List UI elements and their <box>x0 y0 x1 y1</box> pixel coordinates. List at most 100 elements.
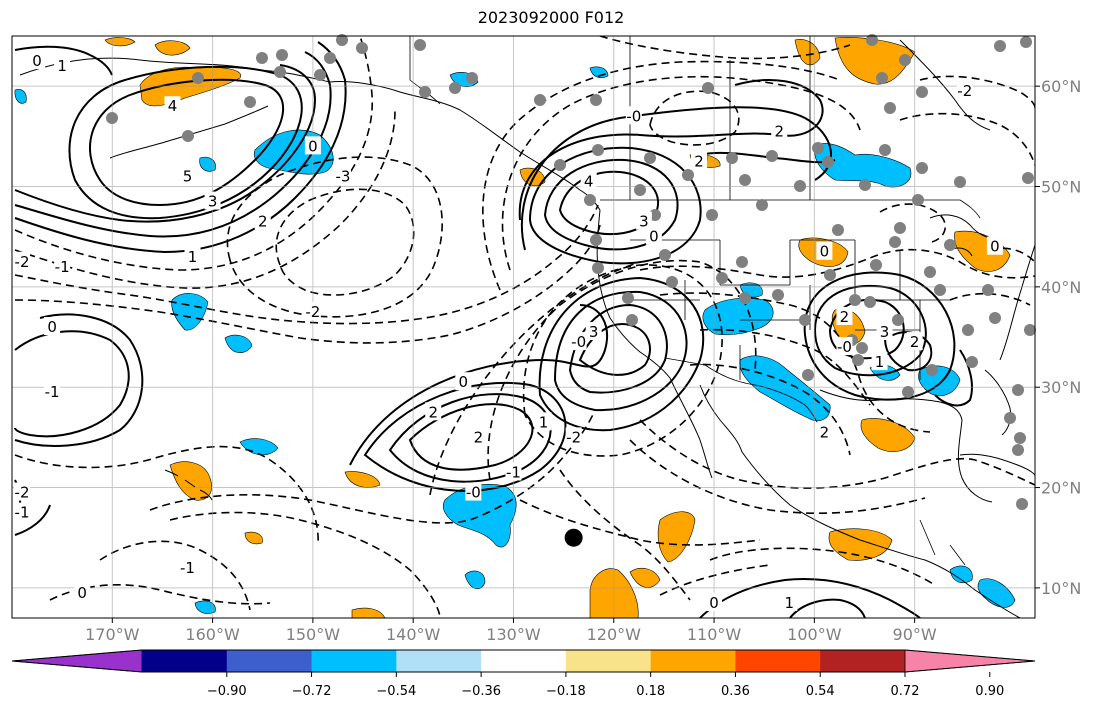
contour-label-background <box>44 382 61 401</box>
contour-label-background <box>645 226 662 245</box>
longitude-tick-label: 170°W <box>85 625 140 644</box>
contour-line <box>659 564 771 596</box>
station-dot <box>916 162 928 174</box>
contour-label: -1 <box>55 258 70 276</box>
contour-label-background <box>304 136 321 155</box>
contour-label: 0 <box>47 318 57 336</box>
negative-area <box>194 600 216 614</box>
longitude-tick-label: 120°W <box>587 625 642 644</box>
contour-line <box>518 79 824 221</box>
contour-label: -0 <box>837 338 852 356</box>
longitude-tick-label: 100°W <box>787 625 842 644</box>
contour-line <box>879 203 947 243</box>
contour-line <box>14 109 396 289</box>
station-dot <box>726 152 738 164</box>
colorbar-tick-label: −0.18 <box>546 684 586 699</box>
contour-label: -0 <box>571 333 586 351</box>
contour-line <box>538 276 705 432</box>
contour-label: 3 <box>208 193 218 211</box>
colorbar-segment <box>142 650 228 672</box>
station-dot <box>244 96 256 108</box>
contour-label-background <box>74 582 91 601</box>
station-dot <box>794 180 806 192</box>
contour-line <box>528 146 702 265</box>
colorbar-tick-label: −0.90 <box>207 684 247 699</box>
contour-label-background <box>706 592 723 611</box>
positive-area <box>154 40 191 56</box>
contour-label: 5 <box>183 167 193 185</box>
contour-label-background <box>470 427 487 446</box>
station-dot <box>912 194 924 206</box>
contour-line <box>363 381 567 492</box>
station-dot <box>706 209 718 221</box>
contour-label: -2 <box>957 82 972 100</box>
negative-area <box>442 484 517 548</box>
contour-label-background <box>204 191 221 210</box>
colorbar-segment <box>735 650 821 672</box>
map-title: 2023092000 F012 <box>477 8 625 27</box>
us-mexico-border <box>664 357 826 441</box>
contour-line <box>519 499 761 546</box>
contour-line <box>169 511 441 618</box>
contour-label-background <box>14 502 31 521</box>
station-dot <box>449 82 461 94</box>
contour-line <box>699 328 871 406</box>
station-dot <box>1024 324 1036 336</box>
colorbar-extend-low <box>11 649 143 673</box>
station-dot <box>1016 498 1028 510</box>
station-dot <box>314 69 326 81</box>
contour-label: -1 <box>45 383 60 401</box>
station-dot <box>414 39 426 51</box>
station-dot <box>592 262 604 274</box>
station-dot <box>106 112 118 124</box>
graticule <box>12 36 1035 618</box>
contour-label: 1 <box>875 353 885 371</box>
contour-line <box>349 304 608 466</box>
station-dot <box>1020 36 1032 48</box>
contour-line <box>659 292 931 433</box>
contour-line <box>568 303 668 394</box>
contour-label: 3 <box>639 213 649 231</box>
negative-area <box>949 565 973 583</box>
contour-label-background <box>304 301 321 320</box>
contour-label: 2 <box>474 428 484 446</box>
contour-label: 2 <box>910 333 920 351</box>
negative-area <box>199 156 216 172</box>
station-dot <box>276 49 288 61</box>
negative-area <box>14 89 27 104</box>
colorbar-segment <box>481 650 567 672</box>
contour-label-background <box>184 246 201 265</box>
station-dot <box>659 249 671 261</box>
station-dot <box>584 194 596 206</box>
gulf-of-mexico-coast <box>819 389 993 503</box>
station-dot <box>756 199 768 211</box>
station-dot <box>832 224 844 236</box>
station-dot <box>192 72 204 84</box>
contour-line <box>14 45 113 76</box>
colorbar-tick-label: 0.18 <box>636 684 665 699</box>
contour-label-background <box>29 51 46 70</box>
contour-label: -2 <box>566 428 581 446</box>
contour-label-background <box>781 592 798 611</box>
contour-label: 1 <box>785 594 795 612</box>
station-dot <box>852 354 864 366</box>
station-dot <box>884 102 896 114</box>
contour-label: 0 <box>77 584 87 602</box>
contour-label: -1 <box>506 464 521 482</box>
contour-label: 0 <box>649 228 659 246</box>
contour-label: 1 <box>539 413 549 431</box>
station-dot <box>812 142 824 154</box>
contour-label: 0 <box>820 243 830 261</box>
contour-label-background <box>465 482 482 501</box>
contour-label-background <box>54 56 71 75</box>
contour-label: 2 <box>820 423 830 441</box>
latitude-tick-label: 20°N <box>1041 479 1081 498</box>
contour-label-background <box>14 482 31 501</box>
station-dot <box>916 86 928 98</box>
hawaii-island <box>199 489 213 501</box>
contour-line <box>919 75 1035 109</box>
map-frame <box>11 35 1036 619</box>
longitude-tick-label: 150°W <box>286 625 341 644</box>
latitude-tick-label: 60°N <box>1041 77 1081 96</box>
